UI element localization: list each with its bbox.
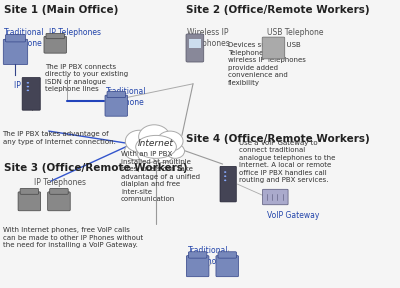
- Ellipse shape: [27, 90, 29, 91]
- FancyBboxPatch shape: [22, 77, 40, 110]
- Ellipse shape: [139, 125, 170, 149]
- FancyBboxPatch shape: [262, 37, 285, 59]
- FancyBboxPatch shape: [107, 91, 126, 98]
- Text: With an IP PBX
installed at multiple
sites, users can take
advantage of a unifie: With an IP PBX installed at multiple sit…: [121, 151, 200, 202]
- FancyBboxPatch shape: [105, 95, 128, 116]
- Text: Site 1 (Main Office): Site 1 (Main Office): [4, 5, 119, 15]
- FancyBboxPatch shape: [3, 39, 28, 65]
- Ellipse shape: [124, 143, 147, 160]
- FancyBboxPatch shape: [186, 256, 209, 277]
- FancyBboxPatch shape: [186, 34, 204, 62]
- Ellipse shape: [166, 144, 184, 158]
- Text: Site 3 (Office/Remote Workers): Site 3 (Office/Remote Workers): [4, 163, 188, 173]
- FancyBboxPatch shape: [48, 192, 70, 211]
- Text: Wireless IP
Telephones: Wireless IP Telephones: [188, 28, 230, 48]
- Text: Traditional
Telephone: Traditional Telephone: [4, 28, 45, 48]
- Text: Devices such as USB
Telephones and
wireless IP Telephones
provide added
convenie: Devices such as USB Telephones and wirel…: [228, 42, 306, 86]
- Ellipse shape: [224, 175, 226, 177]
- FancyBboxPatch shape: [262, 189, 288, 205]
- FancyBboxPatch shape: [50, 188, 68, 194]
- Text: IP Telephones: IP Telephones: [34, 178, 86, 187]
- FancyBboxPatch shape: [218, 252, 236, 258]
- Text: Internet: Internet: [138, 139, 174, 149]
- Ellipse shape: [157, 131, 183, 151]
- FancyBboxPatch shape: [188, 252, 207, 258]
- Ellipse shape: [125, 130, 154, 152]
- FancyBboxPatch shape: [46, 33, 64, 39]
- FancyBboxPatch shape: [216, 256, 238, 277]
- Text: Site 2 (Office/Remote Workers): Site 2 (Office/Remote Workers): [186, 5, 369, 15]
- Text: With Internet phones, free VoIP calls
can be made to other IP Phones without
the: With Internet phones, free VoIP calls ca…: [2, 227, 143, 248]
- Ellipse shape: [224, 179, 226, 181]
- Text: IP Telephones: IP Telephones: [49, 28, 101, 37]
- FancyBboxPatch shape: [18, 192, 41, 211]
- Text: The IP PBX takes advantage of
any type of Internet connection.: The IP PBX takes advantage of any type o…: [2, 131, 116, 145]
- FancyBboxPatch shape: [220, 166, 236, 202]
- Ellipse shape: [138, 145, 160, 163]
- Ellipse shape: [152, 145, 174, 163]
- Text: USB Telephone: USB Telephone: [267, 28, 324, 37]
- Text: Traditional
Telephones: Traditional Telephones: [188, 246, 230, 266]
- FancyBboxPatch shape: [44, 36, 66, 53]
- Text: IP PBX: IP PBX: [14, 81, 38, 90]
- FancyBboxPatch shape: [20, 188, 39, 194]
- Text: VoIP Gateway: VoIP Gateway: [267, 211, 319, 220]
- FancyBboxPatch shape: [189, 39, 201, 48]
- Ellipse shape: [27, 86, 29, 87]
- FancyBboxPatch shape: [6, 35, 26, 42]
- Text: Site 4 (Office/Remote Workers): Site 4 (Office/Remote Workers): [186, 134, 369, 144]
- Ellipse shape: [136, 135, 176, 158]
- Ellipse shape: [224, 171, 226, 173]
- Text: Traditional
Telephone: Traditional Telephone: [106, 87, 147, 107]
- Ellipse shape: [27, 82, 29, 84]
- Text: Use a VoIP Gateway to
connect traditional
analogue telephones to the
Internet. A: Use a VoIP Gateway to connect traditiona…: [239, 140, 336, 183]
- Text: The IP PBX connects
directly to your existing
ISDN or analogue
telephone lines: The IP PBX connects directly to your exi…: [45, 64, 128, 92]
